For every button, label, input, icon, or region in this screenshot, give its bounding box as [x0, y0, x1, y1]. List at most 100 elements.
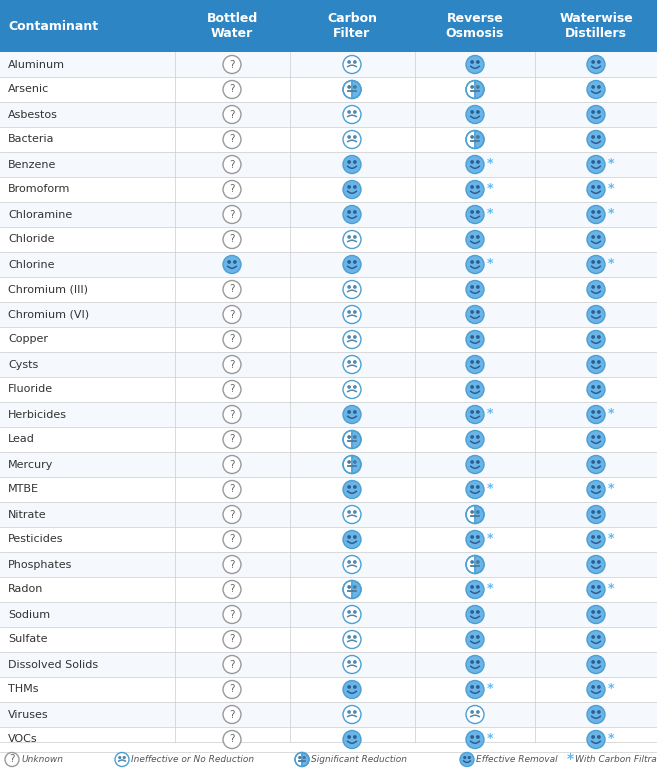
Circle shape: [343, 180, 361, 198]
Circle shape: [598, 235, 600, 238]
Wedge shape: [352, 580, 361, 598]
Circle shape: [477, 311, 479, 313]
Circle shape: [471, 611, 473, 613]
Text: Ineffective or No Reduction: Ineffective or No Reduction: [131, 755, 254, 764]
Circle shape: [234, 261, 236, 263]
Circle shape: [353, 336, 356, 338]
Circle shape: [587, 706, 605, 723]
Circle shape: [353, 386, 356, 388]
Circle shape: [587, 305, 605, 323]
Circle shape: [587, 81, 605, 99]
Circle shape: [477, 85, 479, 88]
Circle shape: [353, 261, 356, 263]
Text: Asbestos: Asbestos: [8, 110, 58, 120]
Circle shape: [587, 55, 605, 74]
Circle shape: [477, 736, 479, 738]
Circle shape: [466, 205, 484, 224]
Text: Sodium: Sodium: [8, 609, 50, 619]
Circle shape: [223, 605, 241, 623]
Text: *: *: [608, 532, 614, 545]
Bar: [0, 652, 657, 677]
Circle shape: [587, 580, 605, 598]
Circle shape: [598, 136, 600, 138]
Circle shape: [592, 61, 595, 63]
Circle shape: [598, 686, 600, 688]
Circle shape: [477, 361, 479, 363]
Circle shape: [466, 381, 484, 399]
Circle shape: [587, 531, 605, 549]
Circle shape: [223, 430, 241, 448]
Circle shape: [343, 656, 361, 674]
Circle shape: [124, 757, 125, 758]
Wedge shape: [302, 752, 309, 766]
Circle shape: [592, 161, 595, 163]
Circle shape: [223, 356, 241, 374]
Text: Waterwise
Distillers: Waterwise Distillers: [559, 12, 633, 40]
Circle shape: [477, 235, 479, 238]
Text: Mercury: Mercury: [8, 459, 53, 469]
Circle shape: [223, 730, 241, 748]
Circle shape: [223, 256, 241, 274]
Text: MTBE: MTBE: [8, 485, 39, 494]
Text: ?: ?: [229, 85, 235, 95]
Circle shape: [471, 261, 473, 263]
Circle shape: [592, 411, 595, 413]
Circle shape: [471, 136, 473, 138]
Circle shape: [348, 261, 350, 263]
Bar: [0, 602, 657, 627]
Circle shape: [477, 136, 479, 138]
Circle shape: [223, 81, 241, 99]
Circle shape: [304, 757, 305, 758]
Circle shape: [587, 656, 605, 674]
Circle shape: [477, 660, 479, 663]
Circle shape: [348, 235, 350, 238]
Circle shape: [466, 580, 484, 598]
Circle shape: [598, 336, 600, 338]
Circle shape: [477, 461, 479, 463]
Text: *: *: [487, 207, 493, 220]
Text: ?: ?: [229, 184, 235, 194]
Text: Chromium (III): Chromium (III): [8, 284, 88, 294]
Text: ?: ?: [229, 734, 235, 744]
Text: ?: ?: [229, 210, 235, 219]
Circle shape: [223, 280, 241, 298]
Circle shape: [299, 757, 301, 758]
Circle shape: [466, 155, 484, 173]
Circle shape: [471, 211, 473, 213]
Text: With Carbon Filtration: With Carbon Filtration: [575, 755, 657, 764]
Circle shape: [592, 436, 595, 438]
Wedge shape: [343, 430, 352, 448]
Circle shape: [598, 736, 600, 738]
Circle shape: [348, 61, 350, 63]
Circle shape: [343, 305, 361, 323]
Circle shape: [348, 711, 350, 713]
Circle shape: [353, 235, 356, 238]
Circle shape: [223, 205, 241, 224]
Bar: [0, 452, 657, 477]
Circle shape: [598, 211, 600, 213]
Circle shape: [598, 111, 600, 113]
Circle shape: [592, 286, 595, 288]
Circle shape: [348, 361, 350, 363]
Circle shape: [587, 231, 605, 249]
Bar: [0, 552, 657, 577]
Text: Pesticides: Pesticides: [8, 535, 64, 545]
Circle shape: [466, 480, 484, 499]
Bar: [0, 277, 657, 302]
Circle shape: [343, 381, 361, 399]
Text: *: *: [608, 157, 614, 170]
Circle shape: [471, 61, 473, 63]
Circle shape: [592, 85, 595, 88]
Circle shape: [587, 681, 605, 699]
Circle shape: [464, 757, 466, 758]
Circle shape: [471, 411, 473, 413]
Circle shape: [348, 286, 350, 288]
Text: ?: ?: [229, 434, 235, 444]
Circle shape: [348, 561, 350, 563]
Circle shape: [471, 361, 473, 363]
Circle shape: [343, 205, 361, 224]
Circle shape: [598, 436, 600, 438]
Text: Chloride: Chloride: [8, 235, 55, 245]
Text: Lead: Lead: [8, 434, 35, 444]
Circle shape: [587, 205, 605, 224]
